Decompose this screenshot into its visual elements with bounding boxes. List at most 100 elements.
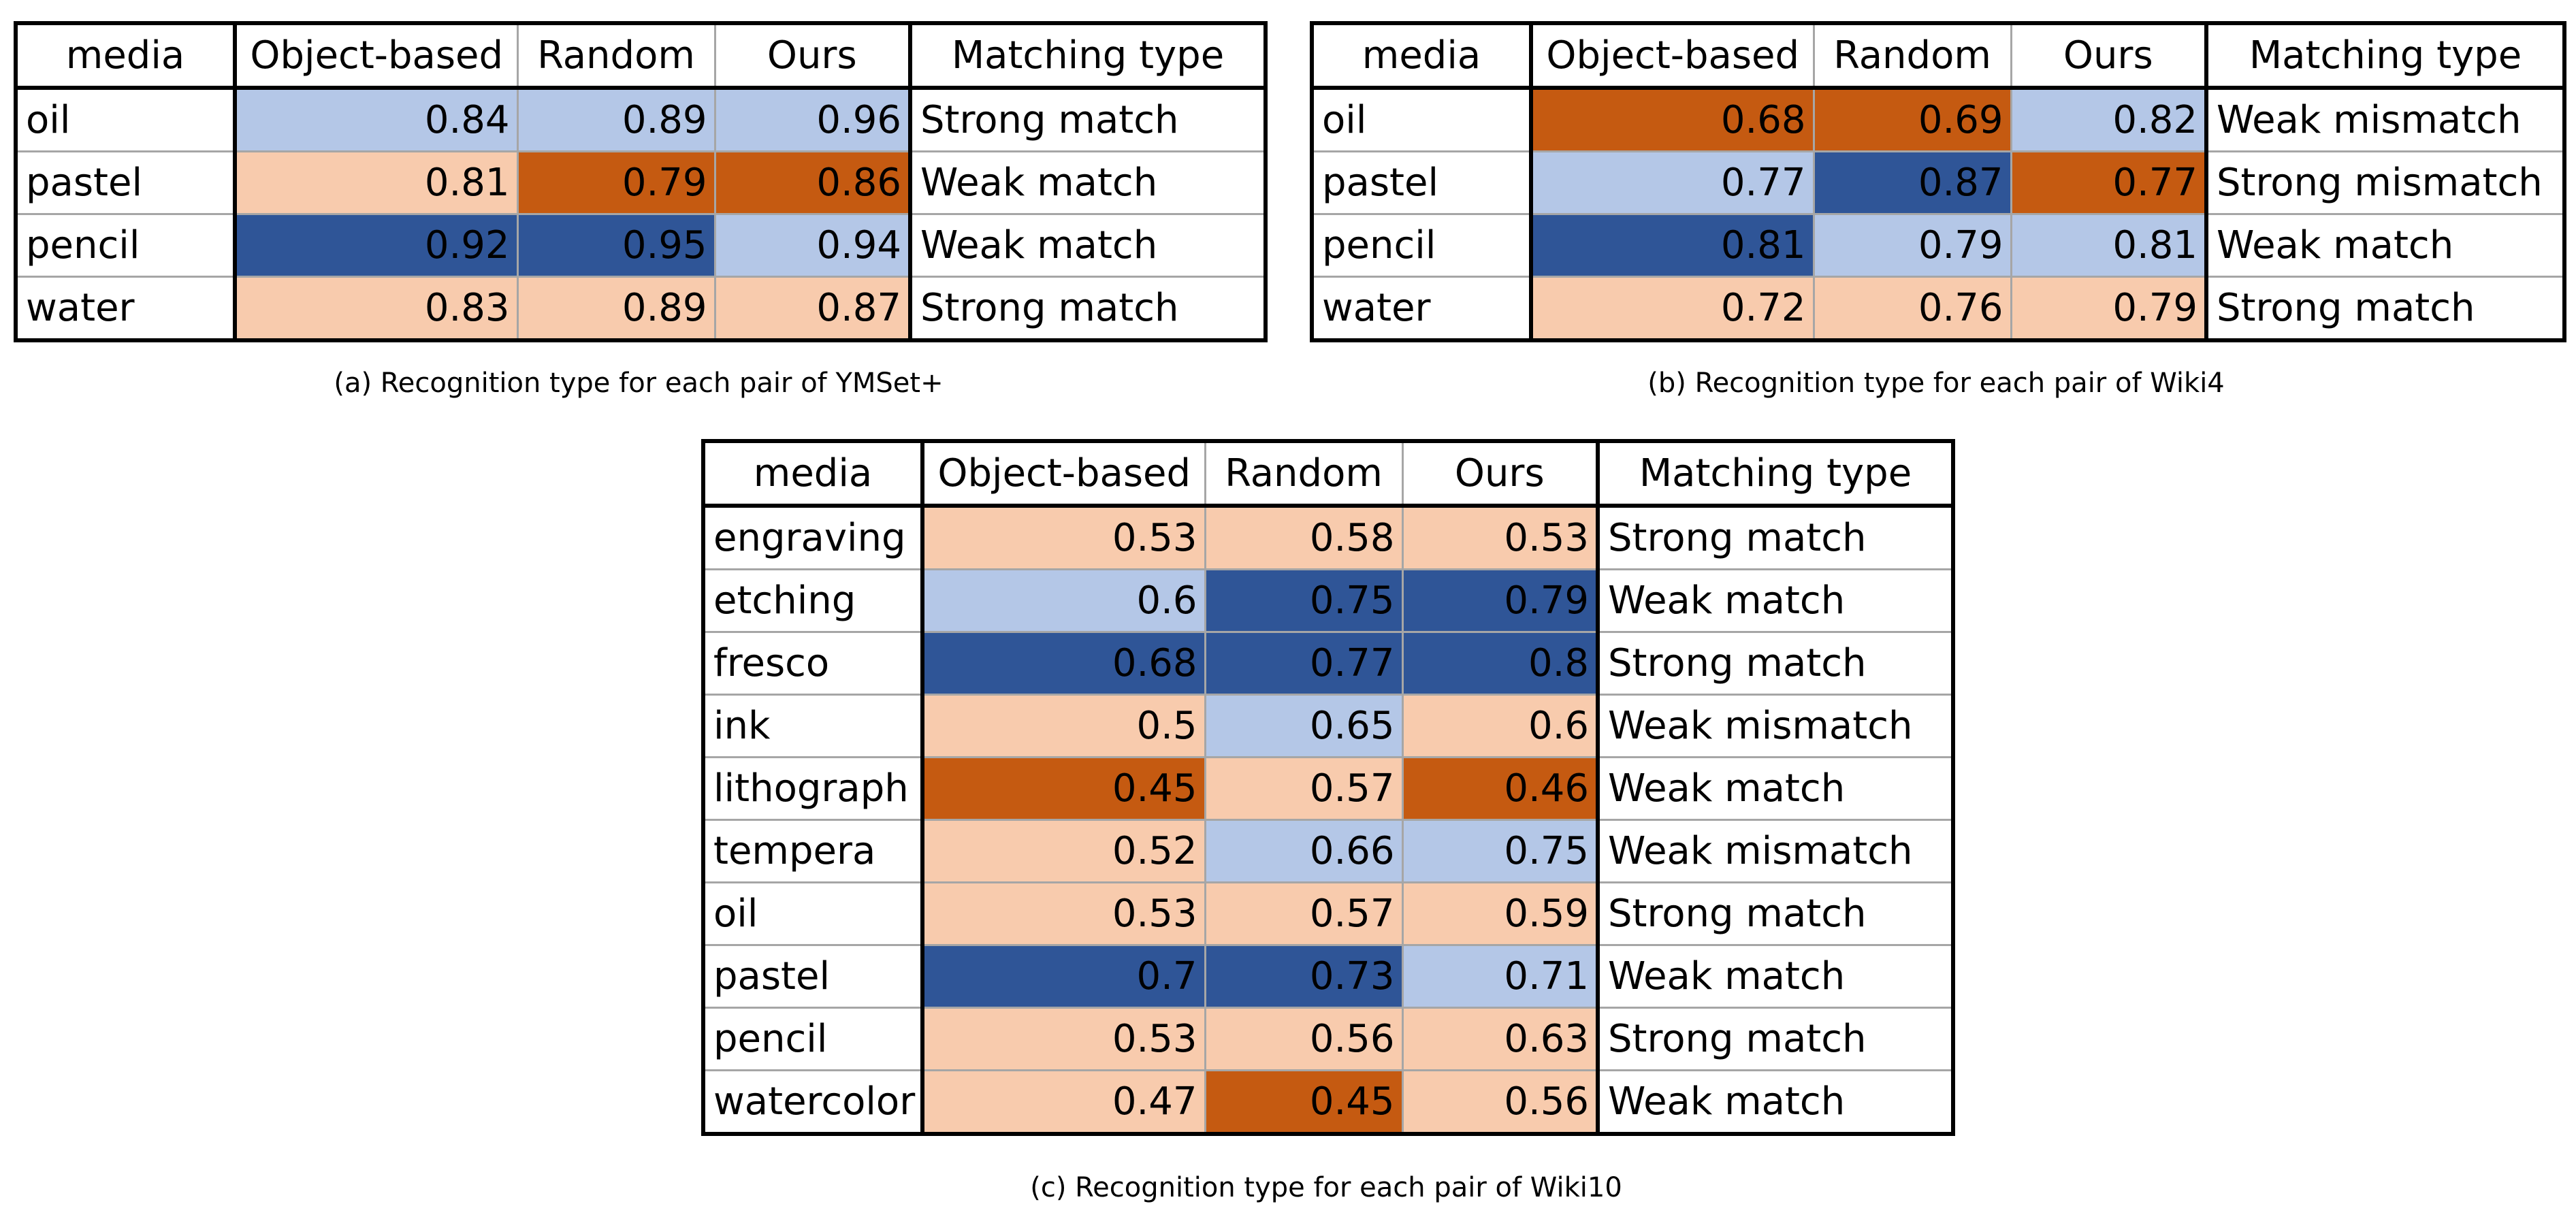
table-row: pastel 0.81 0.79 0.86 Weak match [14, 150, 1267, 215]
value-cell: 0.79 [516, 150, 716, 215]
value-cell: 0.96 [713, 86, 912, 152]
value-cell: 0.75 [1401, 819, 1599, 883]
table-row: tempera 0.52 0.66 0.75 Weak mismatch [702, 819, 1954, 883]
value-cell: 0.66 [1204, 819, 1404, 883]
matching-type-cell: Weak match [2204, 213, 2566, 278]
matching-type-cell: Weak match [908, 213, 1267, 278]
table-row: lithograph 0.45 0.57 0.46 Weak match [702, 756, 1954, 821]
value-cell: 0.79 [2010, 276, 2208, 342]
value-cell: 0.53 [921, 504, 1206, 570]
value-cell: 0.77 [1204, 631, 1404, 696]
table-row: pencil 0.53 0.56 0.63 Strong match [702, 1007, 1954, 1071]
media-cell: lithograph [702, 756, 924, 821]
header-random: Random [1812, 22, 2012, 90]
caption-wiki4: (b) Recognition type for each pair of Wi… [1647, 368, 2225, 399]
value-cell: 0.89 [516, 86, 716, 152]
value-cell: 0.84 [234, 86, 519, 152]
value-cell: 0.73 [1204, 944, 1404, 1009]
value-cell: 0.6 [1401, 694, 1599, 758]
value-cell: 0.68 [921, 631, 1206, 696]
media-cell: pastel [14, 150, 237, 215]
value-cell: 0.87 [713, 276, 912, 342]
header-row: media Object-based Random Ours Matching … [1310, 22, 2566, 90]
table-row: pencil 0.81 0.79 0.81 Weak match [1310, 213, 2566, 278]
table-row: engraving 0.53 0.58 0.53 Strong match [702, 504, 1954, 570]
value-cell: 0.79 [1812, 213, 2012, 278]
matching-type-cell: Weak match [1596, 944, 1954, 1009]
header-ours: Ours [2010, 22, 2208, 90]
value-cell: 0.5 [921, 694, 1206, 758]
value-cell: 0.86 [713, 150, 912, 215]
header-media: media [1310, 22, 1533, 90]
value-cell: 0.59 [1401, 881, 1599, 946]
value-cell: 0.94 [713, 213, 912, 278]
media-cell: etching [702, 568, 924, 633]
value-cell: 0.95 [516, 213, 716, 278]
table-row: ink 0.5 0.65 0.6 Weak mismatch [702, 694, 1954, 758]
media-cell: oil [702, 881, 924, 946]
matching-type-cell: Weak mismatch [1596, 694, 1954, 758]
table-wiki10: media Object-based Random Ours Matching … [701, 439, 1955, 1136]
matching-type-cell: Strong mismatch [2204, 150, 2566, 215]
caption-wiki10: (c) Recognition type for each pair of Wi… [1030, 1172, 1622, 1203]
media-cell: water [14, 276, 237, 342]
value-cell: 0.58 [1204, 504, 1404, 570]
media-cell: pastel [702, 944, 924, 1009]
table-row: watercolor 0.47 0.45 0.56 Weak match [702, 1069, 1954, 1135]
media-cell: pastel [1310, 150, 1533, 215]
value-cell: 0.52 [921, 819, 1206, 883]
value-cell: 0.56 [1204, 1007, 1404, 1071]
header-matching-type: Matching type [2204, 22, 2566, 90]
value-cell: 0.56 [1401, 1069, 1599, 1135]
table-row: etching 0.6 0.75 0.79 Weak match [702, 568, 1954, 633]
value-cell: 0.81 [2010, 213, 2208, 278]
matching-type-cell: Weak match [1596, 756, 1954, 821]
value-cell: 0.87 [1812, 150, 2012, 215]
media-cell: oil [1310, 86, 1533, 152]
matching-type-cell: Strong match [2204, 276, 2566, 342]
value-cell: 0.47 [921, 1069, 1206, 1135]
value-cell: 0.69 [1812, 86, 2012, 152]
matching-type-cell: Weak mismatch [1596, 819, 1954, 883]
value-cell: 0.53 [921, 881, 1206, 946]
matching-type-cell: Weak match [1596, 568, 1954, 633]
header-row: media Object-based Random Ours Matching … [702, 440, 1954, 508]
value-cell: 0.79 [1401, 568, 1599, 633]
value-cell: 0.89 [516, 276, 716, 342]
header-row: media Object-based Random Ours Matching … [14, 22, 1267, 90]
header-media: media [14, 22, 237, 90]
table-wiki4: media Object-based Random Ours Matching … [1310, 21, 2566, 342]
matching-type-cell: Strong match [908, 276, 1267, 342]
table-row: oil 0.53 0.57 0.59 Strong match [702, 881, 1954, 946]
value-cell: 0.45 [1204, 1069, 1404, 1135]
header-matching-type: Matching type [1596, 440, 1954, 508]
media-cell: pencil [14, 213, 237, 278]
media-cell: oil [14, 86, 237, 152]
value-cell: 0.81 [1530, 213, 1815, 278]
value-cell: 0.57 [1204, 881, 1404, 946]
value-cell: 0.76 [1812, 276, 2012, 342]
header-matching-type: Matching type [908, 22, 1267, 90]
media-cell: tempera [702, 819, 924, 883]
table-row: oil 0.68 0.69 0.82 Weak mismatch [1310, 86, 2566, 152]
value-cell: 0.77 [1530, 150, 1815, 215]
header-random: Random [1204, 440, 1404, 508]
value-cell: 0.6 [921, 568, 1206, 633]
value-cell: 0.45 [921, 756, 1206, 821]
value-cell: 0.72 [1530, 276, 1815, 342]
media-cell: watercolor [702, 1069, 924, 1135]
media-cell: fresco [702, 631, 924, 696]
table-row: water 0.72 0.76 0.79 Strong match [1310, 276, 2566, 342]
table-row: oil 0.84 0.89 0.96 Strong match [14, 86, 1267, 152]
media-cell: pencil [1310, 213, 1533, 278]
matching-type-cell: Strong match [1596, 881, 1954, 946]
value-cell: 0.7 [921, 944, 1206, 1009]
header-object-based: Object-based [234, 22, 519, 90]
header-object-based: Object-based [921, 440, 1206, 508]
table-row: fresco 0.68 0.77 0.8 Strong match [702, 631, 1954, 696]
table-row: pencil 0.92 0.95 0.94 Weak match [14, 213, 1267, 278]
value-cell: 0.75 [1204, 568, 1404, 633]
value-cell: 0.46 [1401, 756, 1599, 821]
matching-type-cell: Strong match [1596, 631, 1954, 696]
value-cell: 0.53 [921, 1007, 1206, 1071]
